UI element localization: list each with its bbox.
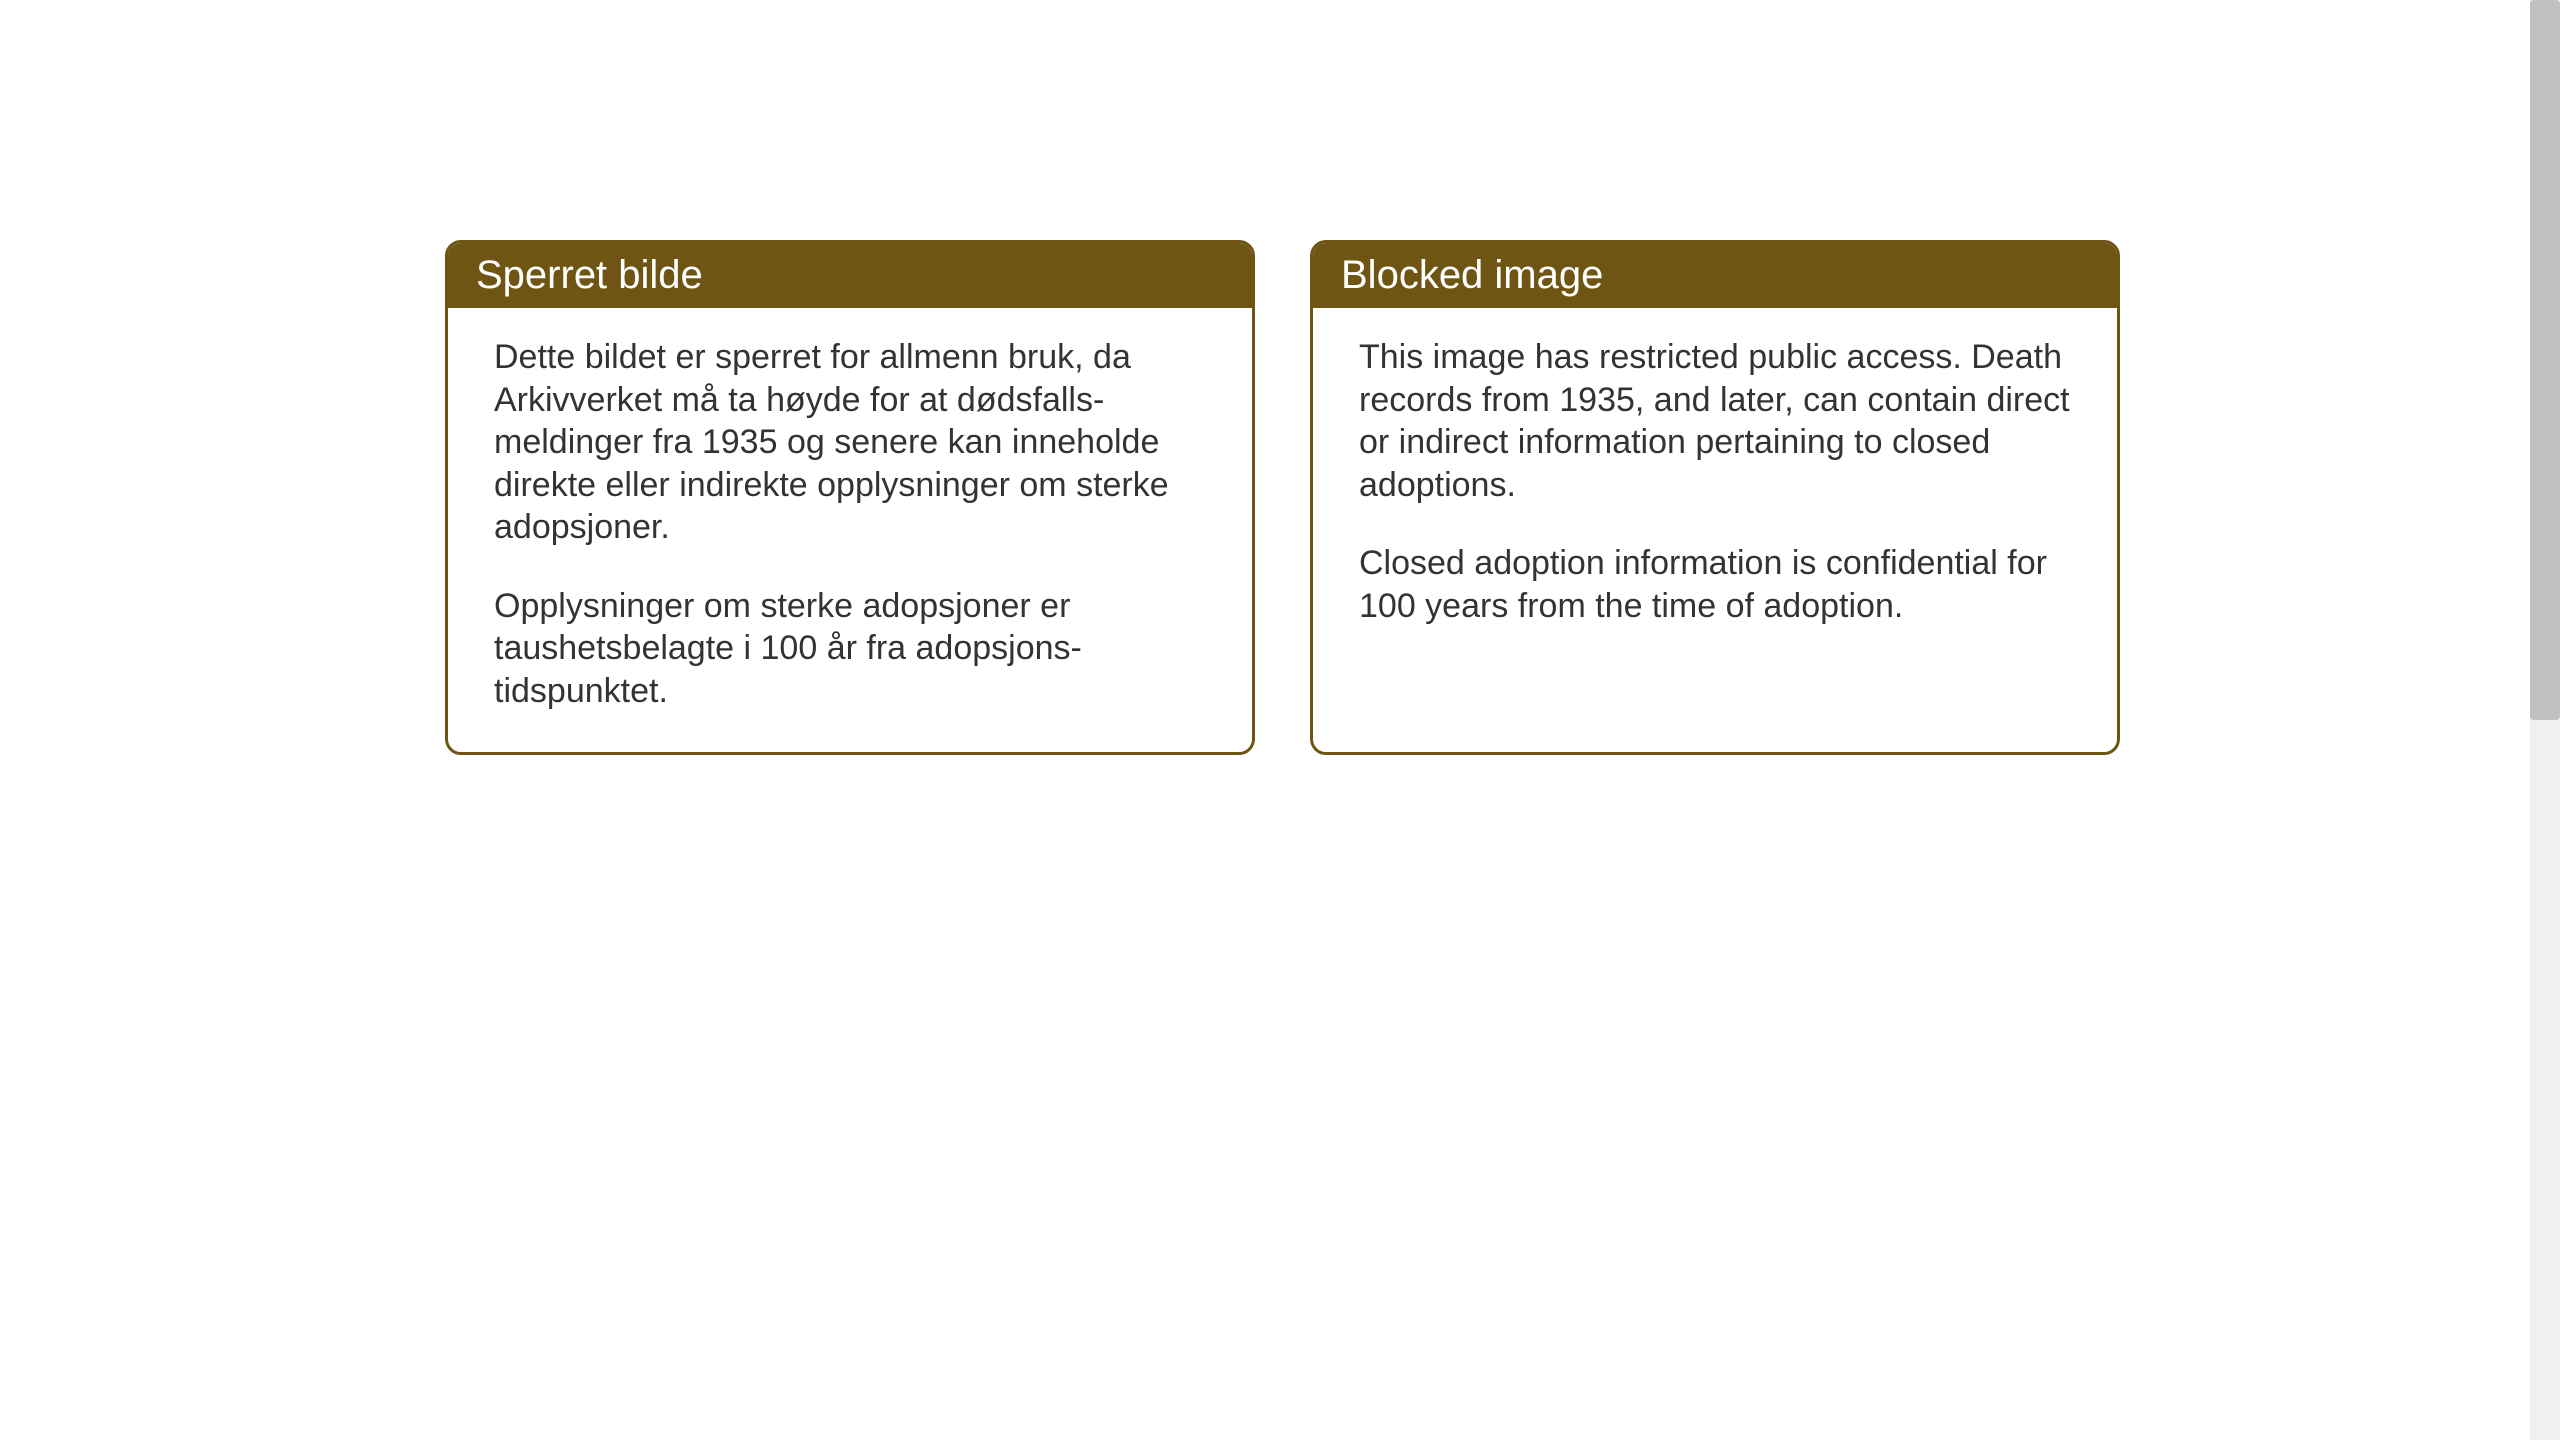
notice-container: Sperret bilde Dette bildet er sperret fo… (445, 240, 2120, 755)
notice-box-norwegian: Sperret bilde Dette bildet er sperret fo… (445, 240, 1255, 755)
notice-paragraph: Dette bildet er sperret for allmenn bruk… (494, 336, 1206, 549)
scrollbar-track[interactable] (2530, 0, 2560, 1440)
notice-paragraph: Closed adoption information is confident… (1359, 542, 2071, 627)
scrollbar-thumb[interactable] (2530, 0, 2560, 720)
notice-header-english: Blocked image (1313, 243, 2117, 308)
notice-header-norwegian: Sperret bilde (448, 243, 1252, 308)
notice-box-english: Blocked image This image has restricted … (1310, 240, 2120, 755)
notice-paragraph: Opplysninger om sterke adopsjoner er tau… (494, 585, 1206, 713)
notice-body-english: This image has restricted public access.… (1313, 308, 2117, 667)
notice-paragraph: This image has restricted public access.… (1359, 336, 2071, 506)
notice-body-norwegian: Dette bildet er sperret for allmenn bruk… (448, 308, 1252, 752)
